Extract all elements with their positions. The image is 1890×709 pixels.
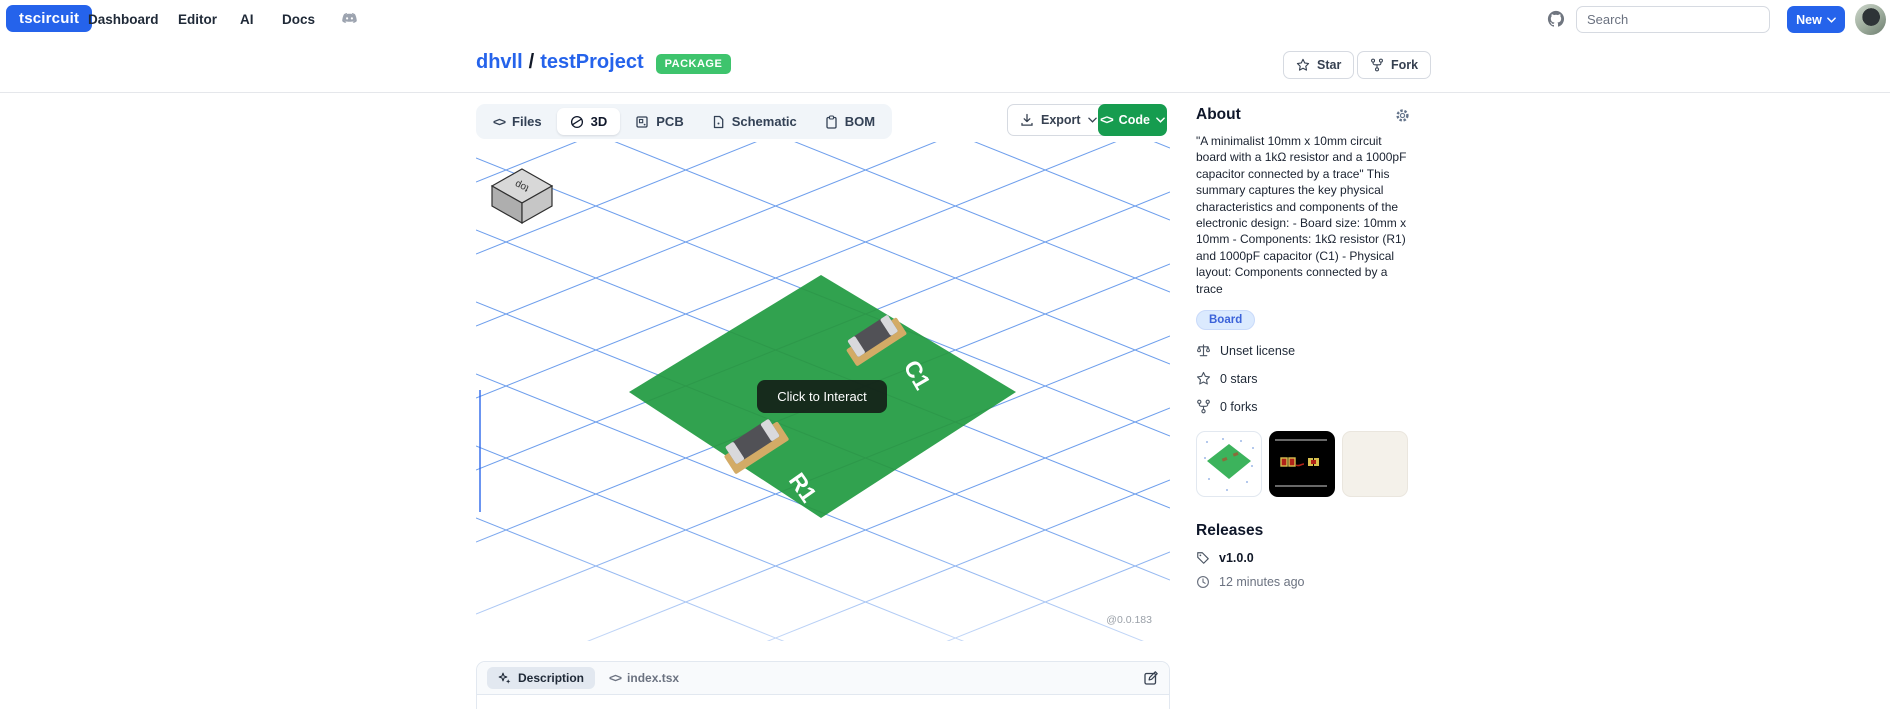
thumbnail-schematic-preview[interactable] (1342, 431, 1408, 498)
nav-item-dashboard[interactable]: Dashboard (88, 12, 159, 27)
tscircuit-logo[interactable]: tscircuit (6, 5, 93, 32)
releases-heading: Releases (1196, 522, 1264, 540)
new-button[interactable]: New (1787, 6, 1845, 33)
thumbnail-pcb-preview[interactable] (1269, 431, 1335, 498)
code-glyph-icon: <> (609, 671, 622, 685)
tab-description-label: Description (518, 671, 585, 685)
tab-files[interactable]: <> Files (480, 108, 555, 135)
click-to-interact-button[interactable]: Click to Interact (757, 380, 887, 413)
code-glyph-icon: <> (1100, 113, 1114, 127)
pcb-icon (636, 115, 648, 128)
gear-icon[interactable] (1395, 108, 1410, 123)
top-navbar: tscircuit Dashboard Editor AI Docs New (0, 0, 1890, 39)
star-icon (1196, 371, 1211, 386)
code-button[interactable]: <> Code (1098, 104, 1167, 136)
code-glyph-icon: <> (493, 114, 506, 129)
new-button-label: New (1796, 12, 1822, 27)
fork-icon (1196, 399, 1211, 414)
about-heading: About (1196, 106, 1241, 123)
grid-fade (476, 512, 1170, 641)
fork-button[interactable]: Fork (1357, 51, 1432, 79)
fork-label: Fork (1391, 58, 1419, 72)
chevron-down-icon (1827, 16, 1836, 23)
component-r1 (724, 419, 789, 474)
package-badge: PACKAGE (655, 53, 732, 74)
fork-icon (1371, 58, 1383, 72)
forks-label: 0 forks (1220, 399, 1258, 414)
download-icon (1021, 113, 1033, 126)
tab-3d[interactable]: 3D (556, 108, 621, 135)
title-separator: / (528, 51, 535, 73)
stars-label: 0 stars (1220, 371, 1258, 386)
tab-schematic-label: Schematic (731, 114, 797, 129)
sidebar: About "A minimalist 10mm x 10mm circuit … (1196, 106, 1410, 589)
scales-icon (1196, 343, 1211, 358)
bom-clipboard-icon (826, 114, 837, 129)
3d-view-icon (570, 115, 583, 128)
board-tag[interactable]: Board (1196, 310, 1256, 331)
export-button[interactable]: Export (1007, 104, 1110, 136)
tab-schematic[interactable]: Schematic (699, 108, 810, 135)
forks-row[interactable]: 0 forks (1196, 399, 1410, 414)
license-label: Unset license (1220, 343, 1296, 358)
release-time-row: 12 minutes ago (1196, 575, 1410, 589)
viewer-version-label: @0.0.183 (1106, 614, 1152, 626)
project-title: dhvll / testProject PACKAGE (476, 51, 732, 74)
view-cube-gizmo[interactable]: top (490, 168, 554, 225)
about-description: "A minimalist 10mm x 10mm circuit board … (1196, 134, 1407, 296)
tab-index-tsx-label: index.tsx (627, 671, 680, 685)
chevron-down-icon (1087, 117, 1097, 123)
component-c1 (846, 315, 907, 366)
nav-item-docs[interactable]: Docs (282, 12, 316, 27)
tab-description[interactable]: Description (487, 667, 596, 689)
github-icon[interactable] (1547, 10, 1565, 28)
nav-item-ai[interactable]: AI (240, 12, 254, 27)
description-card-header: Description <> index.tsx (477, 662, 1169, 695)
stars-row[interactable]: 0 stars (1196, 371, 1410, 386)
tab-pcb[interactable]: PCB (622, 108, 696, 135)
export-label: Export (1041, 113, 1081, 127)
tag-icon (1196, 551, 1210, 565)
tab-pcb-label: PCB (656, 114, 684, 129)
discord-icon[interactable] (341, 12, 358, 26)
project-link[interactable]: testProject (540, 51, 644, 73)
tab-index-tsx[interactable]: <> index.tsx (609, 671, 679, 685)
release-version-label: v1.0.0 (1219, 551, 1254, 566)
3d-viewer[interactable]: R1 C1 top Click to Interact @0.0.183 (476, 142, 1170, 641)
gizmo-top-label: top (513, 178, 531, 194)
search-input[interactable] (1576, 6, 1770, 33)
owner-link[interactable]: dhvll (476, 51, 523, 73)
tab-files-label: Files (512, 114, 542, 129)
header-divider (0, 92, 1890, 93)
release-time-label: 12 minutes ago (1219, 575, 1305, 590)
tab-3d-label: 3D (590, 114, 608, 129)
nav-item-editor[interactable]: Editor (178, 12, 217, 27)
view-tab-bar: <> Files 3D PCB Schematic BOM (476, 104, 893, 139)
sparkles-icon (498, 672, 511, 684)
tab-bom-label: BOM (844, 114, 876, 129)
edit-pencil-icon (1144, 671, 1158, 685)
release-version-row[interactable]: v1.0.0 (1196, 551, 1410, 565)
star-label: Star (1317, 58, 1342, 72)
thumbnail-3d-preview[interactable] (1196, 431, 1262, 498)
schematic-file-icon (713, 115, 724, 128)
license-row[interactable]: Unset license (1196, 343, 1410, 358)
preview-thumbnails (1196, 431, 1410, 498)
code-label: Code (1118, 113, 1150, 127)
description-card: Description <> index.tsx (476, 661, 1170, 709)
user-avatar[interactable] (1855, 4, 1886, 35)
edit-button[interactable] (1143, 670, 1159, 686)
clock-icon (1196, 575, 1210, 589)
star-icon (1296, 58, 1310, 71)
star-button[interactable]: Star (1283, 51, 1355, 79)
chevron-down-icon (1156, 117, 1165, 123)
tab-bom[interactable]: BOM (812, 108, 888, 135)
